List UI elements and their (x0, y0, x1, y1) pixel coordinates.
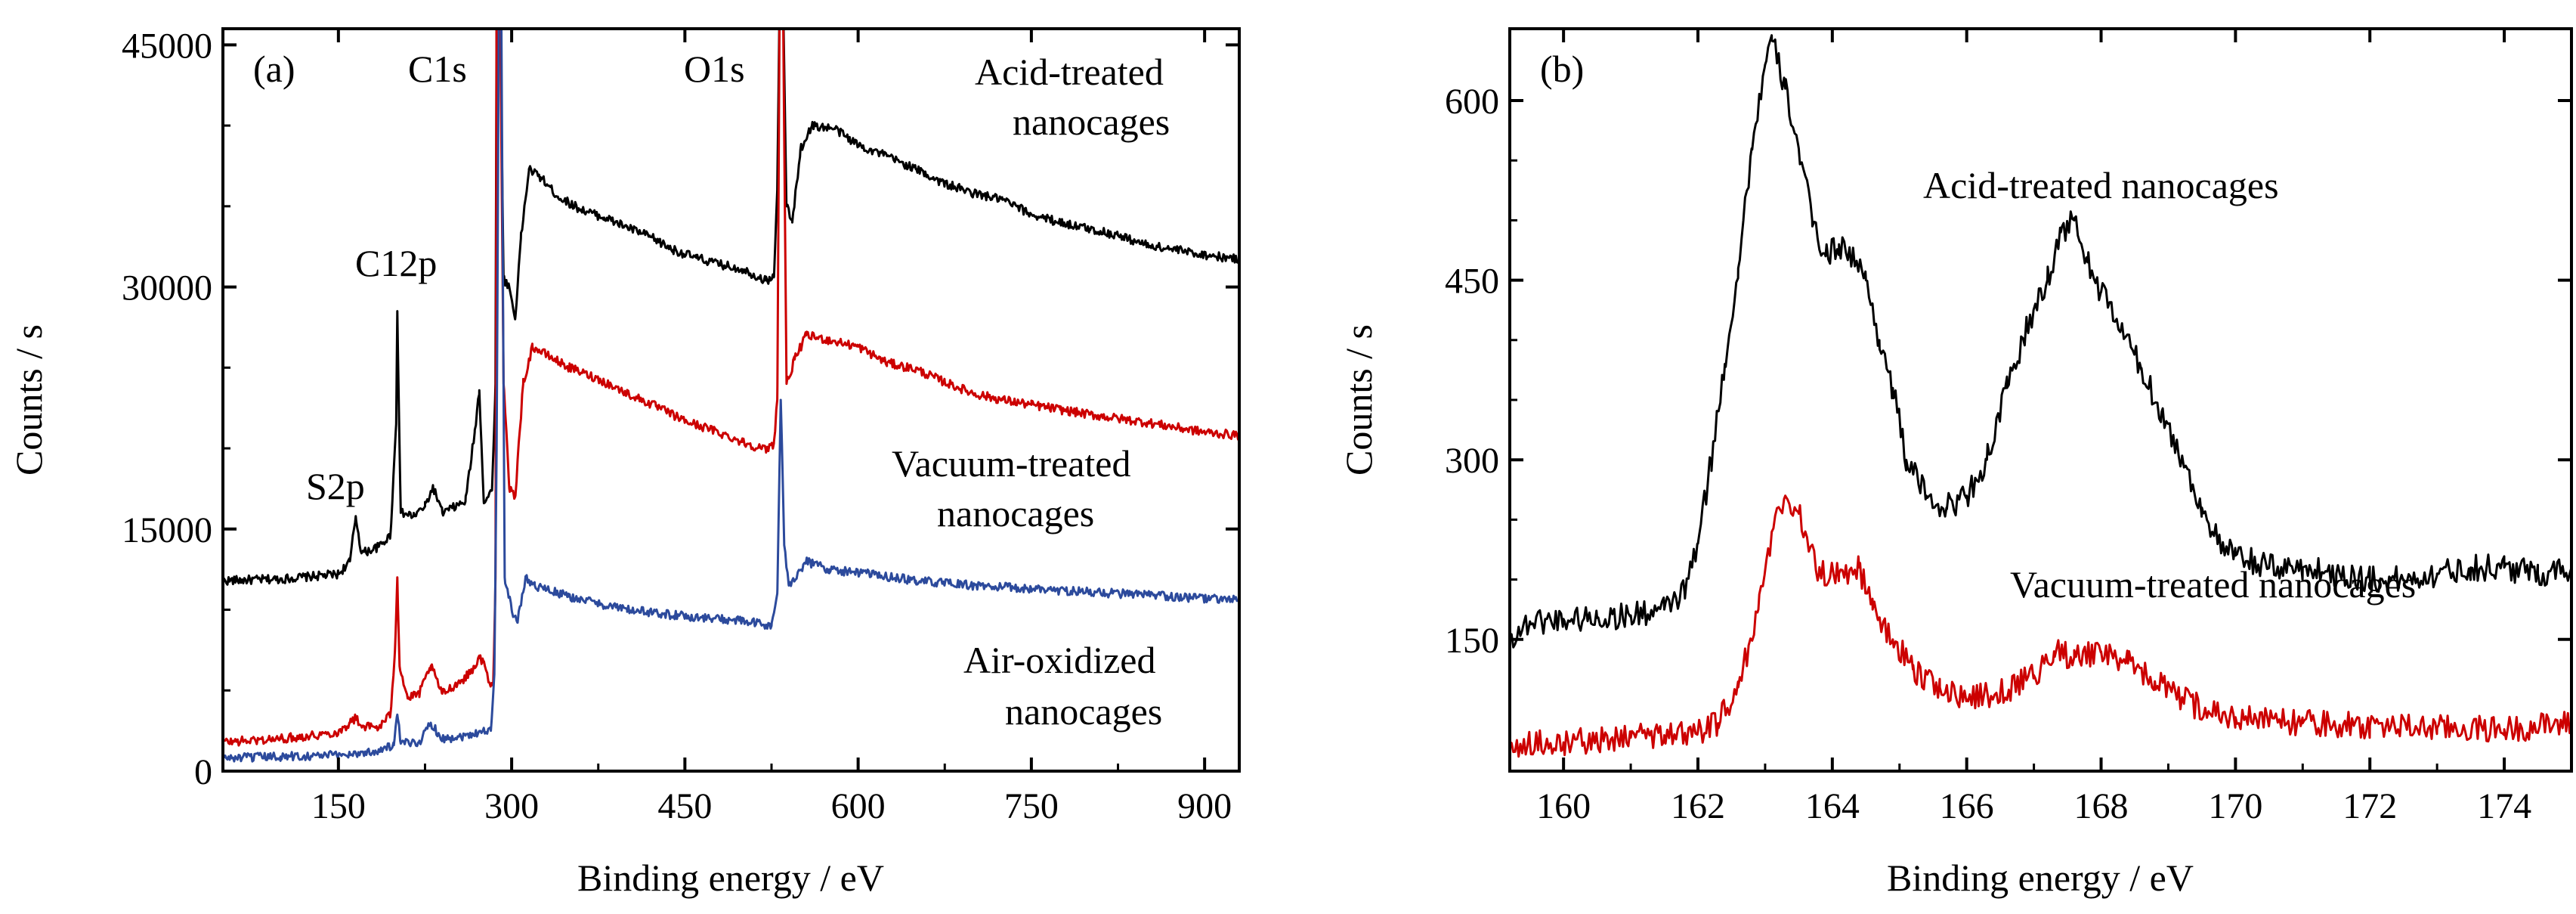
legend-acid-line2: nanocages (1013, 101, 1170, 143)
panel-a-series-0-line (223, 29, 1239, 586)
panel-b-xtick-label: 162 (1671, 786, 1725, 826)
panel-a-series-2-line (223, 29, 1239, 763)
panel-b-ticks: 160 162 164 166 168 170 172 174 150 300 450 600 (1445, 29, 2571, 826)
panel-a-xlabel: Binding energy / eV (577, 857, 884, 899)
legend-air-line2: nanocages (1005, 690, 1162, 733)
panel-a-ytick-label: 45000 (122, 26, 212, 66)
panel-a-xtick-label: 300 (484, 786, 539, 826)
panel-b-xtick-label: 174 (2477, 786, 2531, 826)
panel-a-xtick-label: 900 (1177, 786, 1232, 826)
panel-b-ytick-label: 600 (1445, 82, 1499, 122)
panel-a-ylabel: Counts / s (8, 324, 50, 476)
panel-a-xtick-label: 450 (657, 786, 712, 826)
panel-a-ytick-label: 0 (194, 752, 212, 792)
panel-a-series-group (223, 29, 1239, 763)
panel-b-chart: 160 162 164 166 168 170 172 174 150 300 450 600 (b)… (1337, 27, 2573, 899)
panel-b-ytick-label: 450 (1445, 262, 1499, 302)
panel-b-series-0-line (1510, 34, 2571, 649)
legend-vacuum-line2: nanocages (937, 492, 1094, 534)
legend-air-line1: Air-oxidized (963, 639, 1155, 681)
panel-b-ytick-label: 150 (1445, 621, 1499, 661)
panel-b-xtick-label: 160 (1536, 786, 1591, 826)
panel-b-xtick-label: 172 (2343, 786, 2397, 826)
panel-b-series-1-line (1510, 494, 2571, 758)
panel-b-frame (1508, 27, 2573, 773)
legend-vacuum-line1: Vacuum-treated (892, 442, 1131, 485)
legend-acid-line1: Acid-treated (975, 51, 1164, 93)
annotation-o1s: O1s (684, 48, 745, 90)
panel-b-xlabel: Binding energy / eV (1887, 857, 2194, 899)
panel-b-xtick-label: 170 (2208, 786, 2262, 826)
panel-a-frame (221, 27, 1241, 773)
annotation-s2p: S2p (306, 465, 365, 507)
panel-b-xtick-label: 164 (1805, 786, 1860, 826)
panel-b-ylabel: Counts / s (1337, 324, 1380, 476)
panel-a-series-1-line (223, 29, 1239, 747)
panel-a-xtick-label: 750 (1004, 786, 1059, 826)
legend-acid-b: Acid-treated nanocages (1923, 164, 2279, 206)
panel-b-label: (b) (1540, 48, 1584, 90)
annotation-c12p: C12p (355, 242, 437, 284)
panel-b-ytick-label: 300 (1445, 441, 1499, 481)
panel-b-xtick-label: 166 (1940, 786, 1994, 826)
legend-vacuum-b: Vacuum-treated nanocages (2010, 563, 2416, 606)
panel-b-xtick-label: 168 (2074, 786, 2129, 826)
annotation-c1s: C1s (408, 48, 467, 90)
panel-b-series-group (1510, 34, 2571, 758)
panel-a-ytick-label: 15000 (122, 510, 212, 550)
panel-a-chart: 150 300 450 600 750 900 0 15000 30000 45000 (a) S… (8, 26, 1241, 899)
panel-a-xtick-label: 600 (831, 786, 886, 826)
panel-a-ytick-label: 30000 (122, 268, 212, 308)
panel-a-ticks: 150 300 450 600 750 900 0 15000 30000 45000 (122, 26, 1239, 826)
panel-a-xtick-label: 150 (311, 786, 366, 826)
panel-a-label: (a) (253, 48, 295, 90)
